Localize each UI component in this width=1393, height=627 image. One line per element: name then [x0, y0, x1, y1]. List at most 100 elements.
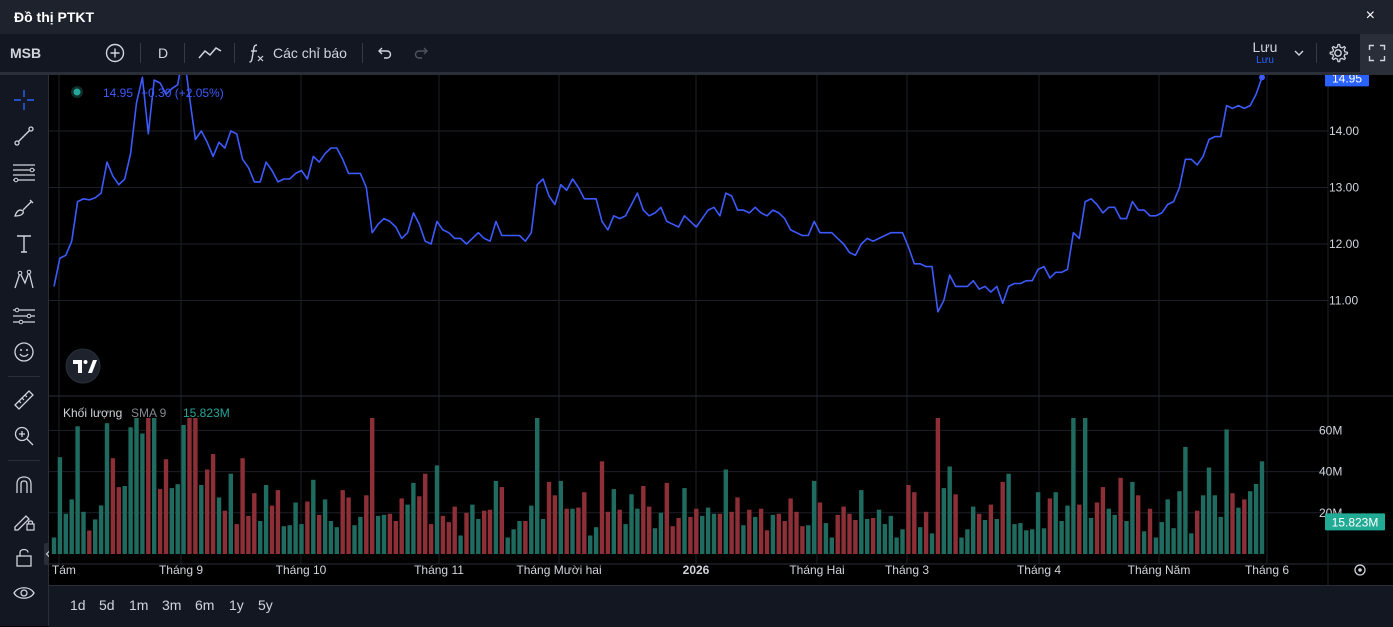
icon-tool[interactable] [9, 337, 39, 367]
undo-button[interactable] [375, 34, 393, 72]
indicators-button[interactable]: Các chỉ báo [248, 34, 347, 72]
volume-bar [953, 494, 958, 554]
volume-bar [929, 533, 935, 554]
horizontal-lines-icon [13, 164, 35, 183]
drawing-toolbar [0, 75, 52, 626]
volume-bar [110, 458, 116, 554]
volume-bar [593, 527, 599, 554]
text-tool[interactable] [9, 229, 39, 259]
volume-bar [116, 487, 121, 554]
compare-button[interactable] [104, 34, 126, 72]
redo-button[interactable] [413, 34, 431, 72]
volume-bar [517, 521, 522, 554]
volume-bar [57, 457, 63, 554]
volume-bar [647, 506, 652, 554]
volume-bar [823, 523, 829, 554]
close-icon[interactable]: × [1365, 7, 1375, 24]
volume-bar [493, 480, 499, 554]
volume-bar [1136, 495, 1141, 554]
indicators-label: Các chỉ báo [273, 45, 347, 61]
volume-bar [729, 511, 734, 554]
volume-bar [181, 425, 186, 554]
interval-button[interactable]: D [158, 34, 168, 72]
volume-bar [947, 466, 952, 554]
range-button-1y[interactable]: 1y [229, 597, 244, 613]
volume-bar [464, 512, 469, 554]
crosshair-icon [14, 90, 34, 110]
status-dot [73, 88, 81, 96]
toolbar-divider [140, 43, 141, 63]
volume-bar [988, 504, 994, 554]
volume-bar [499, 487, 504, 554]
hide-drawings-tool[interactable] [9, 578, 39, 608]
lock-drawings-tool[interactable] [9, 506, 39, 536]
save-dropdown[interactable] [1293, 34, 1305, 72]
volume-bar [81, 511, 86, 554]
time-axis-settings-button[interactable] [1354, 564, 1366, 576]
volume-bar [770, 514, 776, 554]
volume-bar [876, 509, 882, 554]
volume-bar [994, 519, 999, 554]
measure-tool[interactable] [9, 385, 39, 415]
volume-bar [175, 484, 180, 554]
volume-bar [346, 497, 351, 554]
volume-bar [417, 496, 422, 554]
volume-bar [216, 497, 222, 554]
range-button-6m[interactable]: 6m [195, 597, 215, 613]
collapse-toolbar-handle[interactable] [44, 543, 52, 565]
volume-bar [676, 518, 681, 554]
chart-area[interactable]: 14.00 13.00 12.00 11.00 g Tám Tháng 9 Tháng 10… [42, 51, 1393, 585]
volume-bar [399, 498, 404, 554]
time-tick-label: g Tám [49, 563, 76, 577]
range-button-3m[interactable]: 3m [162, 597, 182, 613]
volume-bar [976, 513, 982, 554]
volume-bar [1248, 491, 1253, 554]
range-button-5y[interactable]: 5y [258, 597, 273, 613]
volume-bar [735, 497, 740, 554]
volume-bar [393, 521, 398, 554]
lock-tool[interactable] [9, 542, 39, 572]
volume-bar [723, 469, 728, 554]
settings-button[interactable] [1327, 34, 1349, 72]
save-layout-button[interactable]: Lưu Lưu [1240, 34, 1290, 72]
volume-bar [1000, 481, 1005, 554]
tradingview-logo[interactable] [65, 348, 101, 384]
toolbar-divider [234, 43, 235, 63]
volume-bar [199, 485, 204, 554]
volume-bar [240, 458, 245, 554]
volume-bar [694, 508, 699, 554]
volume-bar [452, 506, 457, 554]
volume-bar [246, 515, 251, 554]
pattern-tool[interactable] [9, 265, 39, 295]
prediction-tool[interactable] [9, 301, 39, 331]
volume-bar [1147, 508, 1153, 554]
trend-line-icon [14, 126, 34, 146]
last-price-label: 14.95 [1332, 75, 1362, 85]
volume-bar [146, 418, 151, 554]
volume-bar [1189, 533, 1194, 554]
range-button-1d[interactable]: 1d [70, 597, 86, 613]
volume-bar [1088, 517, 1094, 554]
pencil-lock-icon [14, 515, 35, 531]
fullscreen-button[interactable] [1360, 34, 1393, 72]
symbol-search[interactable]: MSB [10, 34, 41, 72]
brush-tool[interactable] [9, 193, 39, 223]
volume-bar [322, 499, 328, 554]
volume-bar [1212, 495, 1217, 554]
time-tick-label: Tháng 11 [414, 563, 464, 577]
fib-tool[interactable] [9, 157, 39, 187]
zoom-tool[interactable] [9, 421, 39, 451]
chart-type-button[interactable] [197, 34, 223, 72]
trend-line-tool[interactable] [9, 121, 39, 151]
volume-bar [340, 490, 345, 554]
range-button-5d[interactable]: 5d [99, 597, 115, 613]
crosshair-tool[interactable] [9, 85, 39, 115]
volume-bar [1024, 530, 1029, 554]
volume-bar [688, 516, 693, 554]
volume-bar [599, 461, 605, 554]
volume-bar [912, 492, 917, 554]
magnet-tool[interactable] [9, 470, 39, 500]
text-icon [17, 235, 31, 253]
range-button-1m[interactable]: 1m [129, 597, 149, 613]
price-volume-chart[interactable]: 14.00 13.00 12.00 11.00 g Tám Tháng 9 Tháng 10… [42, 51, 1393, 585]
